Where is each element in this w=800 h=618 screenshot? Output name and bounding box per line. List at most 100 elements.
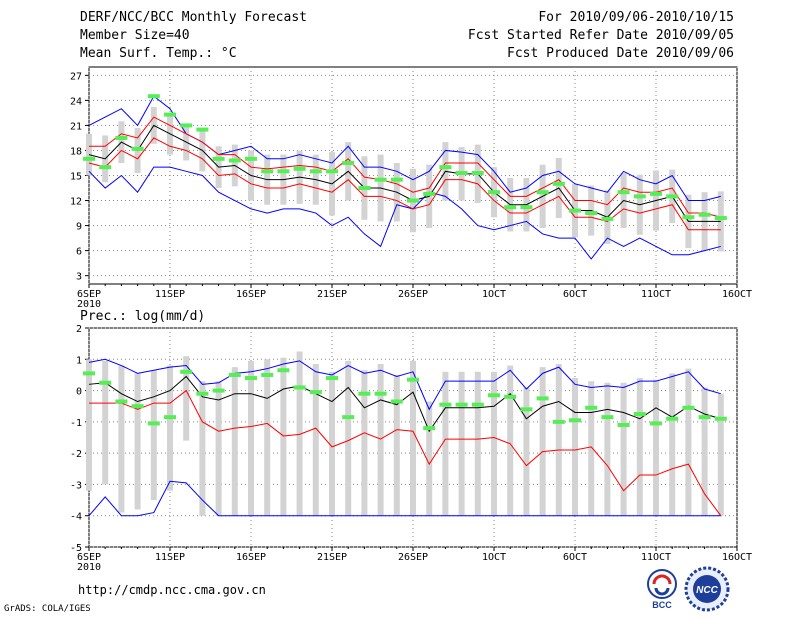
spread-box <box>410 360 416 516</box>
observed-marker <box>326 376 338 381</box>
spread-box <box>604 382 611 516</box>
spread-box <box>150 370 157 501</box>
observed-marker <box>147 421 160 426</box>
member-size-label: Member Size=40 <box>80 28 190 43</box>
y-tick-label: 0 <box>76 387 82 398</box>
spread-box <box>393 374 400 516</box>
spread-box <box>717 393 724 516</box>
observed-marker <box>390 399 403 404</box>
spread-box <box>118 365 125 513</box>
spread-box <box>280 357 287 516</box>
observed-marker <box>439 165 452 170</box>
observed-marker <box>309 169 322 174</box>
x-tick-label: 1OCT <box>482 552 506 563</box>
observed-marker <box>617 422 630 427</box>
spread-box <box>199 381 206 516</box>
temp-mean-line <box>88 124 721 222</box>
ncc-logo-text: NCC <box>696 585 718 596</box>
observed-marker <box>131 146 144 151</box>
spread-box <box>134 373 141 510</box>
spread-box <box>701 387 708 516</box>
observed-marker <box>455 402 468 407</box>
forecast-period: For 2010/09/06-2010/10/15 <box>538 10 734 25</box>
observed-marker <box>245 156 257 161</box>
y-tick-label: 6 <box>76 247 82 258</box>
observed-marker <box>180 123 193 128</box>
observed-marker <box>261 169 274 174</box>
temp-min-line <box>88 166 721 260</box>
spread-box <box>507 365 514 516</box>
y-tick-label: 27 <box>70 71 82 82</box>
observed-marker <box>115 399 128 404</box>
observed-marker <box>633 194 646 199</box>
y-tick-label: -3 <box>70 480 82 491</box>
y-tick-label: 15 <box>70 172 82 183</box>
observed-marker <box>99 165 112 170</box>
observed-marker <box>666 416 679 421</box>
spread-box <box>539 367 546 516</box>
observed-marker <box>147 94 160 99</box>
spread-box <box>329 371 335 516</box>
observed-marker <box>569 418 581 423</box>
spread-box <box>572 378 578 516</box>
fcst-produced-date: Fcst Produced Date 2010/09/06 <box>507 46 734 61</box>
y-tick-label: 21 <box>70 121 82 132</box>
observed-marker <box>115 135 128 140</box>
observed-marker <box>358 186 371 191</box>
spread-box <box>474 371 481 516</box>
observed-marker <box>650 191 662 196</box>
observed-marker <box>471 170 484 175</box>
observed-marker <box>277 169 290 174</box>
observed-marker <box>520 205 533 210</box>
observed-marker <box>374 177 387 182</box>
observed-marker <box>423 191 436 196</box>
grads-credit: GrADS: COLA/IGES <box>4 604 91 614</box>
x-tick-label: 26SEP <box>398 289 428 300</box>
observed-marker <box>277 368 290 373</box>
variable-label: Mean Surf. Temp.: °C <box>80 46 237 61</box>
spread-box <box>361 370 368 516</box>
observed-marker <box>520 407 533 412</box>
observed-marker <box>714 216 727 221</box>
spread-box <box>377 363 384 516</box>
source-url[interactable]: http://cmdp.ncc.cma.gov.cn <box>78 583 266 597</box>
x-tick-label: 21SEP <box>317 552 347 563</box>
observed-marker <box>682 405 695 410</box>
spread-box <box>653 379 659 516</box>
observed-marker <box>488 190 500 195</box>
observed-marker <box>212 156 225 161</box>
observed-marker <box>682 215 695 220</box>
observed-marker <box>552 419 565 424</box>
observed-marker <box>342 415 355 420</box>
temp-upper-line <box>89 116 721 218</box>
observed-marker <box>617 190 630 195</box>
observed-marker <box>601 415 614 420</box>
spread-box <box>669 373 676 516</box>
observed-marker <box>374 391 387 396</box>
x-tick-label: 16OCT <box>722 289 752 300</box>
spread-box <box>231 367 238 516</box>
observed-marker <box>228 158 241 163</box>
spread-box <box>296 351 303 516</box>
y-tick-label: 12 <box>70 197 82 208</box>
x-tick-label: 1OCT <box>482 289 506 300</box>
observed-marker <box>633 412 646 417</box>
x-tick-label: 11OCT <box>641 552 671 563</box>
spread-box <box>167 365 173 491</box>
observed-marker <box>83 156 95 161</box>
spread-box <box>426 401 433 516</box>
observed-marker <box>552 181 565 186</box>
observed-marker <box>196 127 209 132</box>
y-tick-label: -4 <box>70 512 82 523</box>
ncc-logo: NCC <box>684 566 730 612</box>
spread-box <box>345 360 352 516</box>
y-tick-label: 2 <box>76 324 82 335</box>
spread-box <box>312 363 319 516</box>
spread-box <box>555 363 562 516</box>
spread-box <box>458 371 465 516</box>
observed-marker <box>326 169 338 174</box>
observed-marker <box>293 385 306 390</box>
spread-box <box>491 371 497 516</box>
y-tick-label: 24 <box>70 96 82 107</box>
